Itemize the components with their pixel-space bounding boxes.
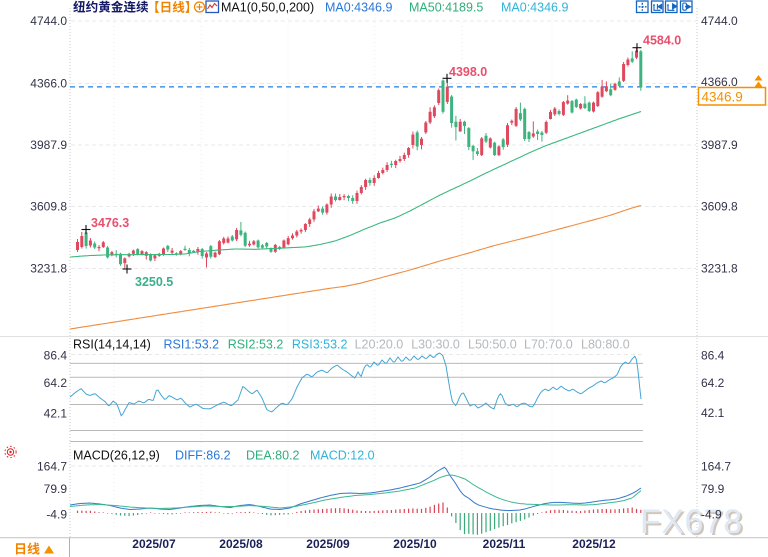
svg-text:-4.9: -4.9 bbox=[46, 508, 67, 522]
svg-text:3609.8: 3609.8 bbox=[701, 200, 738, 214]
svg-text:L80:80.0: L80:80.0 bbox=[581, 338, 630, 352]
svg-text:79.9: 79.9 bbox=[701, 482, 725, 496]
svg-text:MACD:12.0: MACD:12.0 bbox=[310, 449, 375, 463]
svg-text:79.9: 79.9 bbox=[44, 482, 68, 496]
svg-text:164.7: 164.7 bbox=[37, 460, 67, 474]
svg-text:L30:30.0: L30:30.0 bbox=[411, 338, 460, 352]
svg-text:RSI(14,14,14): RSI(14,14,14) bbox=[73, 338, 151, 352]
svg-text:2025/12: 2025/12 bbox=[572, 537, 616, 551]
svg-text:FX678: FX678 bbox=[642, 505, 745, 543]
svg-text:MA1(0,50,0,200): MA1(0,50,0,200) bbox=[221, 1, 314, 15]
svg-text:3476.3: 3476.3 bbox=[91, 216, 129, 230]
svg-text:DIFF:86.2: DIFF:86.2 bbox=[175, 449, 231, 463]
svg-text:3231.8: 3231.8 bbox=[701, 262, 738, 276]
svg-text:-4.9: -4.9 bbox=[701, 508, 722, 522]
svg-text:2025/11: 2025/11 bbox=[483, 537, 526, 551]
svg-text:164.7: 164.7 bbox=[701, 460, 731, 474]
svg-text:2025/09: 2025/09 bbox=[306, 537, 350, 551]
svg-text:2025/10: 2025/10 bbox=[393, 537, 437, 551]
svg-text:64.2: 64.2 bbox=[44, 376, 68, 390]
svg-text:3987.9: 3987.9 bbox=[701, 138, 738, 152]
svg-text:RSI1:53.2: RSI1:53.2 bbox=[164, 338, 220, 352]
svg-text:86.4: 86.4 bbox=[701, 349, 725, 363]
svg-text:RSI2:53.2: RSI2:53.2 bbox=[228, 338, 284, 352]
svg-text:86.4: 86.4 bbox=[44, 349, 68, 363]
svg-text:L20:20.0: L20:20.0 bbox=[355, 338, 404, 352]
svg-text:MA50:4189.5: MA50:4189.5 bbox=[409, 1, 483, 15]
svg-text:L70:70.0: L70:70.0 bbox=[524, 338, 573, 352]
svg-text:2025/07: 2025/07 bbox=[132, 537, 176, 551]
svg-text:4366.0: 4366.0 bbox=[30, 77, 67, 91]
svg-text:MA0:4346.9: MA0:4346.9 bbox=[325, 1, 392, 15]
svg-text:3609.8: 3609.8 bbox=[30, 200, 67, 214]
svg-text:4398.0: 4398.0 bbox=[449, 65, 487, 79]
svg-text:L50:50.0: L50:50.0 bbox=[468, 338, 517, 352]
svg-text:RSI3:53.2: RSI3:53.2 bbox=[292, 338, 348, 352]
svg-text:3250.5: 3250.5 bbox=[135, 275, 173, 289]
svg-text:4744.0: 4744.0 bbox=[30, 14, 67, 28]
svg-text:64.2: 64.2 bbox=[701, 376, 725, 390]
svg-text:3987.9: 3987.9 bbox=[30, 138, 67, 152]
svg-text:DEA:80.2: DEA:80.2 bbox=[246, 449, 300, 463]
svg-text:3231.8: 3231.8 bbox=[30, 262, 67, 276]
svg-text:42.1: 42.1 bbox=[701, 406, 725, 420]
svg-text:4346.9: 4346.9 bbox=[702, 90, 743, 105]
svg-text:2025/08: 2025/08 bbox=[219, 537, 263, 551]
svg-text:4744.0: 4744.0 bbox=[701, 14, 738, 28]
svg-text:MA0:4346.9: MA0:4346.9 bbox=[501, 1, 568, 15]
svg-text:4366.0: 4366.0 bbox=[701, 75, 738, 89]
svg-text:42.1: 42.1 bbox=[44, 407, 68, 421]
svg-text:FX678: FX678 bbox=[640, 503, 743, 541]
svg-text:MACD(26,12,9): MACD(26,12,9) bbox=[73, 449, 160, 463]
svg-text:4584.0: 4584.0 bbox=[643, 34, 681, 48]
